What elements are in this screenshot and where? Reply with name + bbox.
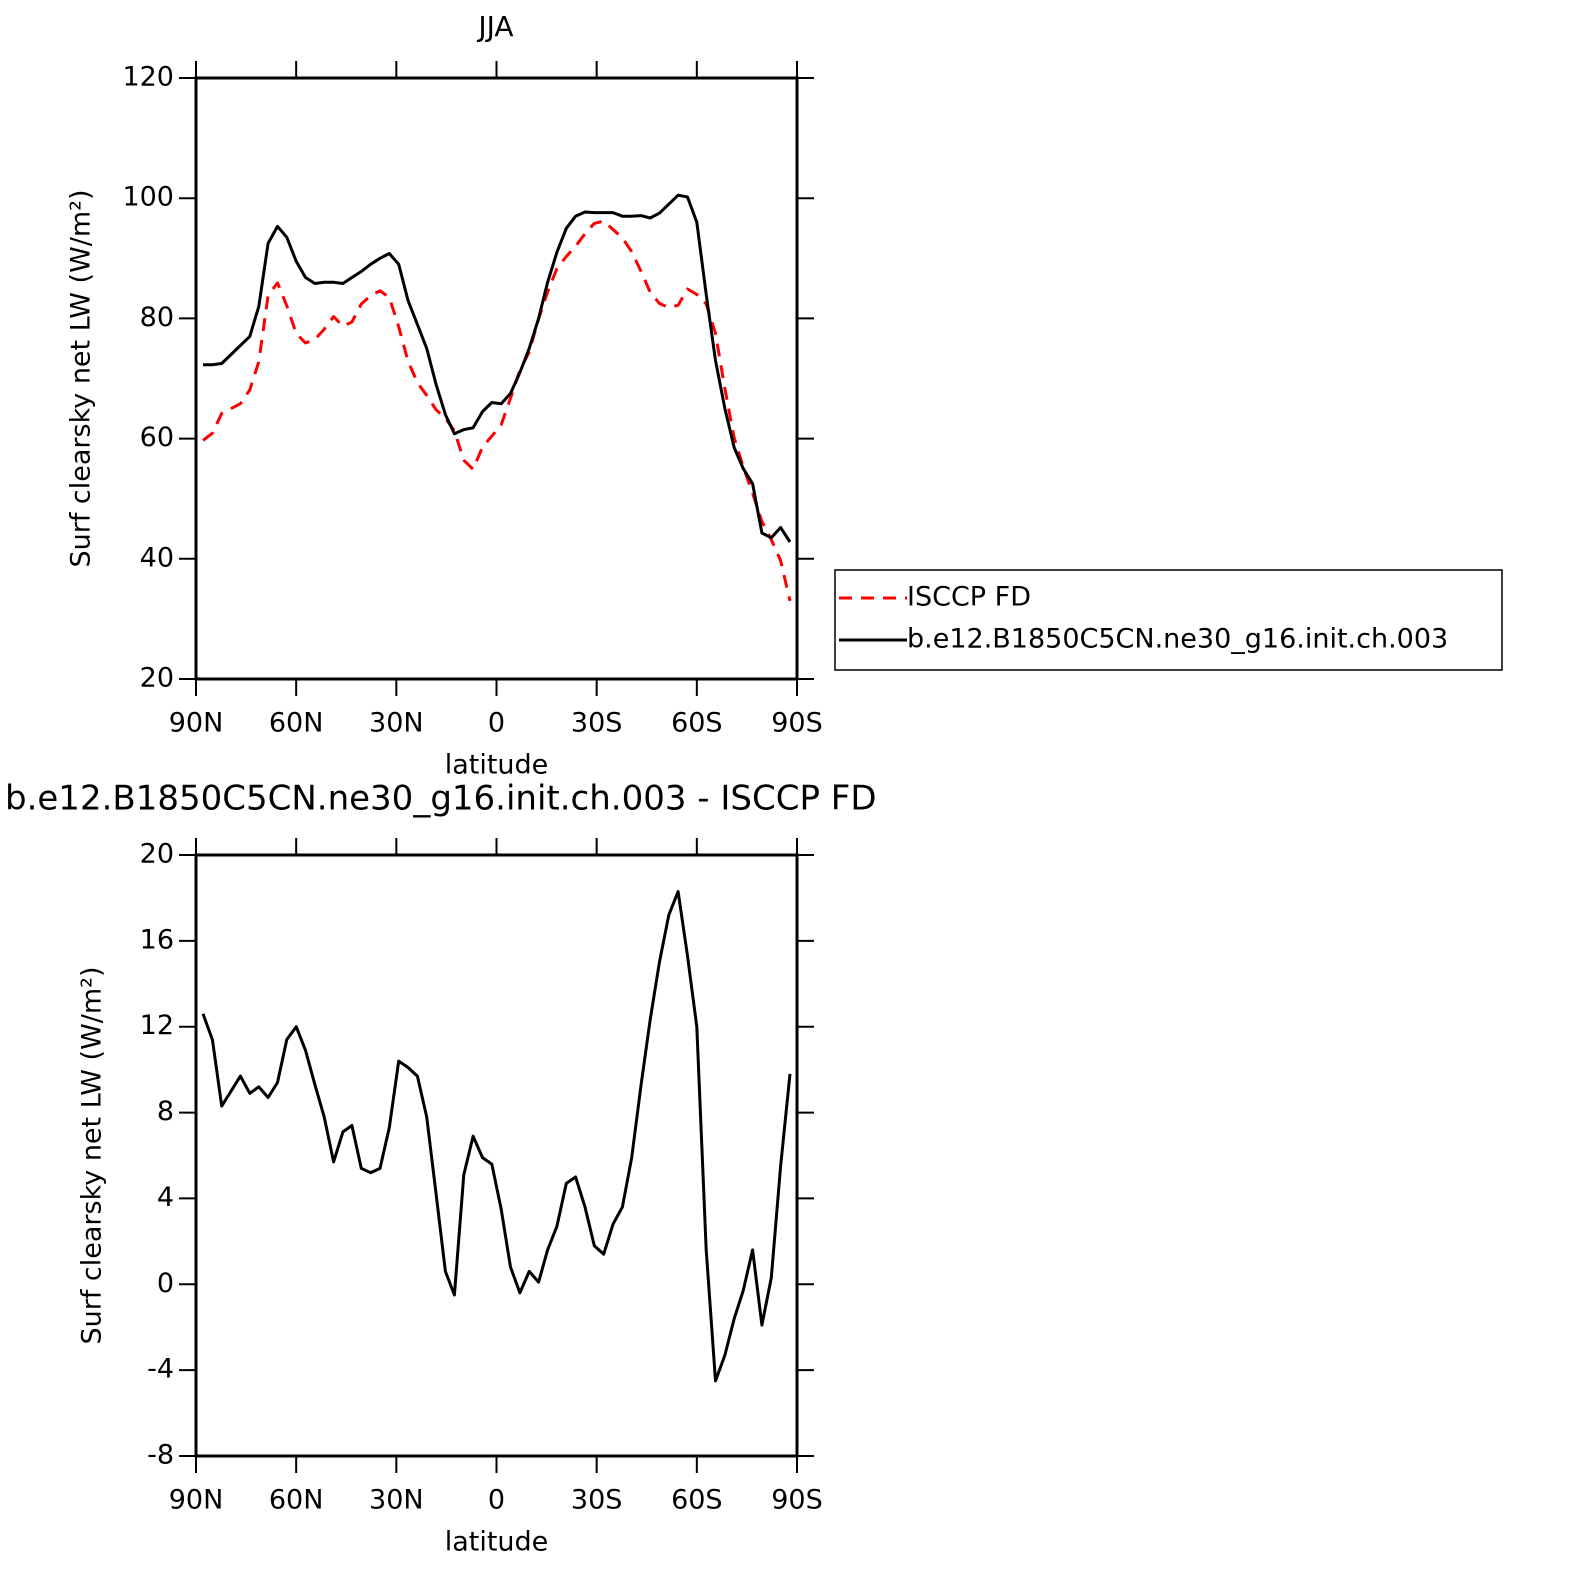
legend-box: [834, 569, 1503, 671]
x-tick-label: 90S: [771, 708, 823, 739]
x-tick-label: 90N: [169, 1485, 224, 1516]
x-tick-label: 0: [488, 1485, 505, 1516]
y-tick-label: 4: [157, 1182, 174, 1213]
legend-label: b.e12.B1850C5CN.ne30_g16.init.ch.003: [907, 624, 1448, 655]
x-tick-label: 60N: [269, 1485, 324, 1516]
y-tick-label: 0: [157, 1268, 174, 1299]
data-line: [201, 890, 792, 1383]
data-line: [203, 193, 792, 543]
y-tick-label: 120: [122, 62, 174, 93]
x-axis-label: latitude: [445, 750, 549, 781]
y-tick-label: 12: [140, 1010, 174, 1041]
x-tick-label: 60S: [671, 708, 723, 739]
chart-title: JJA: [476, 10, 513, 43]
y-tick-label: 80: [140, 302, 174, 333]
y-tick-label: 20: [140, 663, 174, 694]
x-tick-label: 90N: [169, 708, 224, 739]
x-axis-label: latitude: [445, 1527, 549, 1558]
y-tick-label: -8: [147, 1440, 174, 1471]
y-axis-label: Surf clearsky net LW (W/m²): [77, 966, 108, 1344]
x-tick-label: 60S: [671, 1485, 723, 1516]
legend-label: ISCCP FD: [907, 582, 1031, 613]
data-line: [202, 219, 792, 602]
x-tick-label: 0: [488, 708, 505, 739]
plot-frame: [194, 76, 799, 681]
y-tick-label: 8: [157, 1096, 174, 1127]
y-tick-label: 20: [140, 839, 174, 870]
x-tick-label: 30N: [369, 1485, 424, 1516]
x-tick-label: 30S: [571, 708, 623, 739]
plot-frame: [194, 853, 799, 1458]
y-tick-label: 60: [140, 422, 174, 453]
x-tick-label: 90S: [771, 1485, 823, 1516]
chart-title: b.e12.B1850C5CN.ne30_g16.init.ch.003 - I…: [5, 779, 877, 819]
x-tick-label: 60N: [269, 708, 324, 739]
y-tick-label: 16: [140, 924, 174, 955]
x-tick-label: 30N: [369, 708, 424, 739]
x-tick-label: 30S: [571, 1485, 623, 1516]
y-tick-label: 40: [140, 542, 174, 573]
y-tick-label: -4: [147, 1354, 174, 1385]
y-axis-label: Surf clearsky net LW (W/m²): [66, 189, 97, 567]
y-tick-label: 100: [122, 182, 174, 213]
